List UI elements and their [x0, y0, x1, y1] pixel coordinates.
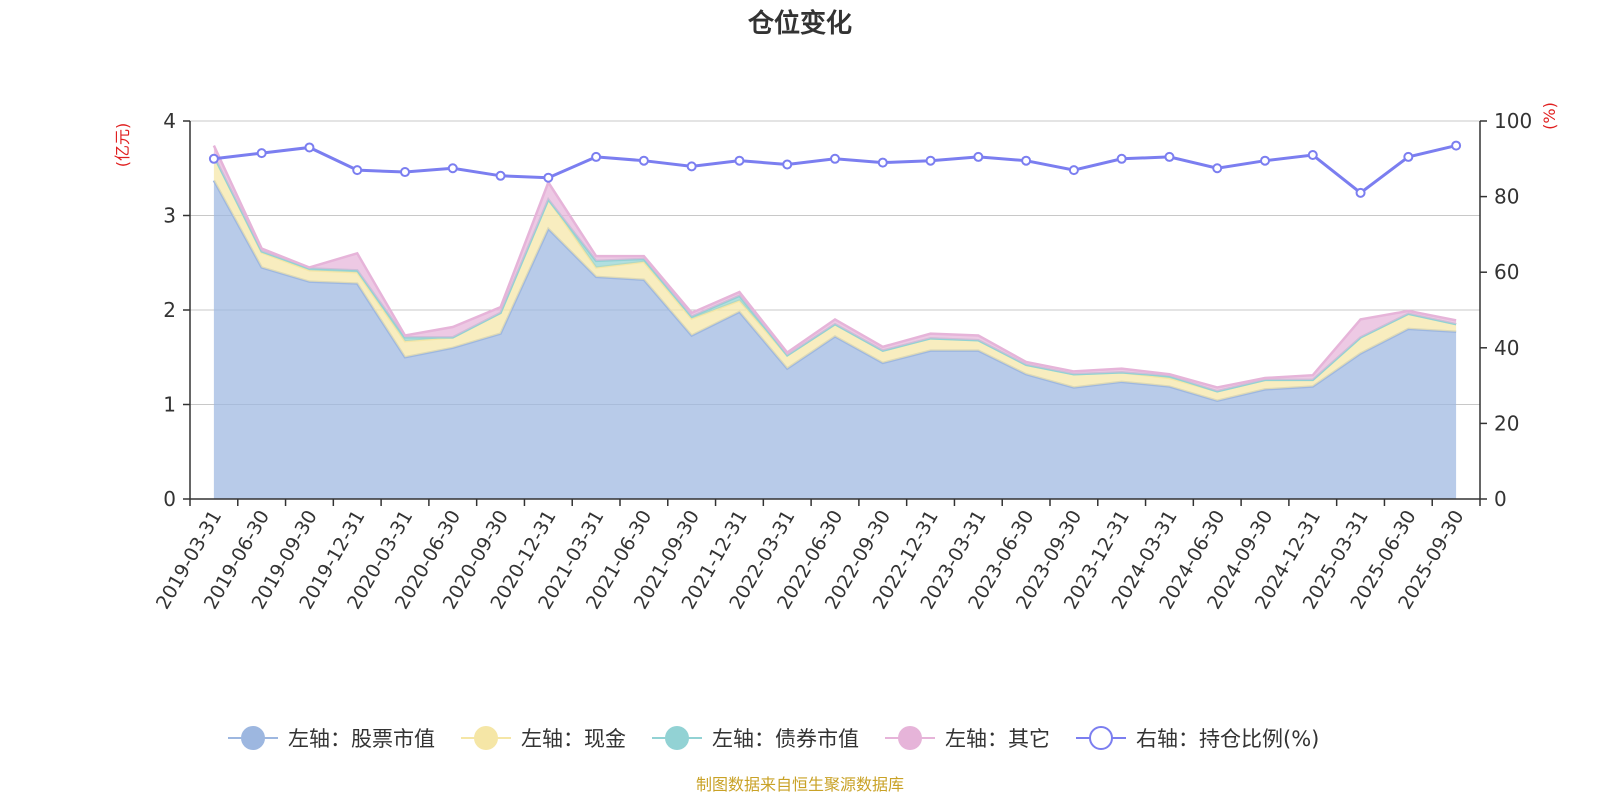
legend-item: 左轴：股票市值 [228, 726, 435, 751]
legend-item: 左轴：现金 [461, 726, 626, 751]
position-ratio-point [1021, 155, 1032, 166]
right-tick-label: 40 [1494, 336, 1519, 360]
position-ratio-point [925, 155, 936, 166]
left-tick-label: 1 [163, 393, 176, 417]
position-ratio-point [1260, 155, 1270, 166]
line-series [208, 140, 1462, 198]
chart-title: 仓位变化 [747, 8, 852, 39]
position-ratio-point [1116, 153, 1127, 164]
position-ratio-point [1451, 140, 1462, 151]
legend-marker [665, 726, 689, 750]
position-ratio-point [591, 151, 602, 162]
left-tick-label: 2 [163, 298, 176, 322]
position-ratio-point [782, 159, 793, 170]
left-tick-label: 0 [163, 487, 176, 511]
right-tick-label: 0 [1494, 487, 1507, 511]
position-ratio-point [1068, 165, 1079, 176]
legend-label: 右轴：持仓比例(%) [1136, 727, 1319, 751]
position-ratio-point [256, 148, 267, 159]
position-ratio-point [447, 163, 458, 174]
legend: 左轴：股票市值 左轴：现金 左轴：债券市值 左轴：其它 右轴：持仓比例(%) [228, 726, 1319, 751]
legend-label: 左轴：债券市值 [712, 727, 859, 751]
position-ratio-point [1355, 187, 1366, 198]
position-ratio-point [830, 153, 840, 164]
legend-item: 左轴：债券市值 [652, 726, 859, 751]
left-axis-unit: (亿元) [113, 123, 132, 168]
position-ratio-point [1212, 163, 1223, 174]
right-tick-label: 80 [1494, 185, 1519, 209]
position-ratio-point [1307, 150, 1318, 161]
legend-label: 左轴：其它 [945, 727, 1050, 751]
right-tick-label: 100 [1494, 109, 1532, 133]
area-1 [213, 180, 1457, 499]
position-ratio-point [734, 155, 745, 166]
position-ratio-point [208, 153, 219, 164]
right-axis-unit: (%) [1540, 102, 1559, 130]
legend-marker [241, 726, 265, 750]
position-ratio-line [213, 144, 1457, 195]
data-source-note: 制图数据来自恒生聚源数据库 [696, 775, 904, 794]
legend-item: 左轴：其它 [885, 726, 1050, 751]
position-ratio-point [1403, 151, 1414, 162]
legend-label: 左轴：现金 [521, 727, 626, 751]
right-tick-label: 60 [1494, 260, 1519, 284]
area-edge-4 [212, 145, 1457, 389]
left-tick-label: 3 [163, 204, 176, 228]
right-tick-label: 20 [1494, 411, 1519, 435]
position-ratio-point [973, 151, 984, 162]
position-ratio-point [1164, 151, 1175, 162]
position-ratio-point [877, 157, 888, 168]
position-ratio-point [304, 142, 315, 153]
position-ratio-point [400, 167, 410, 178]
position-ratio-point [543, 172, 554, 183]
left-tick-label: 4 [163, 109, 176, 133]
legend-label: 左轴：股票市值 [288, 727, 435, 751]
legend-item: 右轴：持仓比例(%) [1076, 726, 1319, 751]
area-series [212, 145, 1457, 499]
position-ratio-point [686, 161, 697, 172]
legend-marker [1089, 726, 1113, 750]
position-ratio-point [638, 155, 649, 166]
legend-marker [898, 726, 922, 750]
position-ratio-point [495, 170, 506, 181]
position-ratio-point [352, 165, 363, 176]
legend-marker [474, 726, 498, 750]
